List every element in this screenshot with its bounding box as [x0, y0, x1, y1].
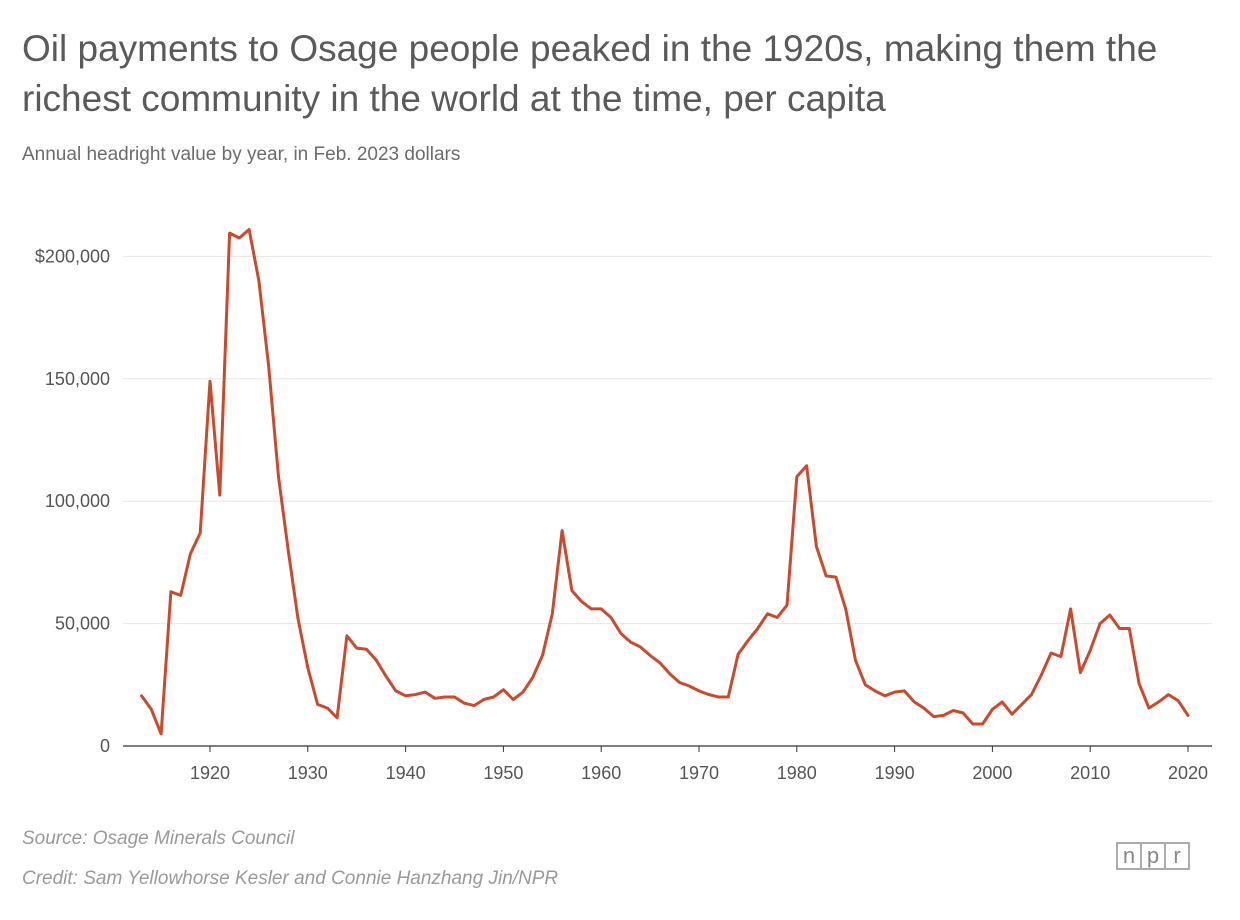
x-tick-label: 2000	[972, 763, 1012, 783]
y-tick-label: 0	[100, 736, 110, 756]
x-tick-label: 2020	[1168, 763, 1208, 783]
source-note: Source: Osage Minerals Council	[22, 828, 295, 849]
x-tick-label: 1920	[190, 763, 230, 783]
series-line-headright-value	[140, 228, 1190, 736]
logo-letter-r: r	[1164, 842, 1190, 870]
logo-letter-n: n	[1116, 842, 1142, 870]
logo-letter-p: p	[1140, 842, 1166, 870]
chart-subtitle: Annual headright value by year, in Feb. …	[22, 144, 461, 165]
y-tick-label: $200,000	[35, 246, 110, 266]
x-tick-label: 1990	[875, 763, 915, 783]
x-axis-ticks: 1920 1930 1940 1950 1960 1970 1980 1990 2000 2010…	[190, 746, 1208, 783]
x-tick-label: 1970	[679, 763, 719, 783]
x-tick-label: 1940	[386, 763, 426, 783]
chart-title: Oil payments to Osage people peaked in t…	[22, 28, 1158, 119]
npr-logo: n p r	[1116, 842, 1190, 870]
y-tick-label: 50,000	[55, 614, 110, 634]
y-tick-label: 150,000	[45, 369, 110, 389]
x-tick-label: 2010	[1070, 763, 1110, 783]
x-tick-label: 1960	[581, 763, 621, 783]
gridlines	[123, 255, 1212, 625]
x-tick-label: 1980	[777, 763, 817, 783]
credit-note: Credit: Sam Yellowhorse Kesler and Conni…	[22, 868, 559, 889]
series-group	[140, 228, 1190, 736]
x-tick-label: 1930	[288, 763, 328, 783]
y-axis-ticks: 0 50,000 100,000 150,000 $200,000	[35, 246, 110, 756]
x-tick-label: 1950	[483, 763, 523, 783]
y-tick-label: 100,000	[45, 491, 110, 511]
